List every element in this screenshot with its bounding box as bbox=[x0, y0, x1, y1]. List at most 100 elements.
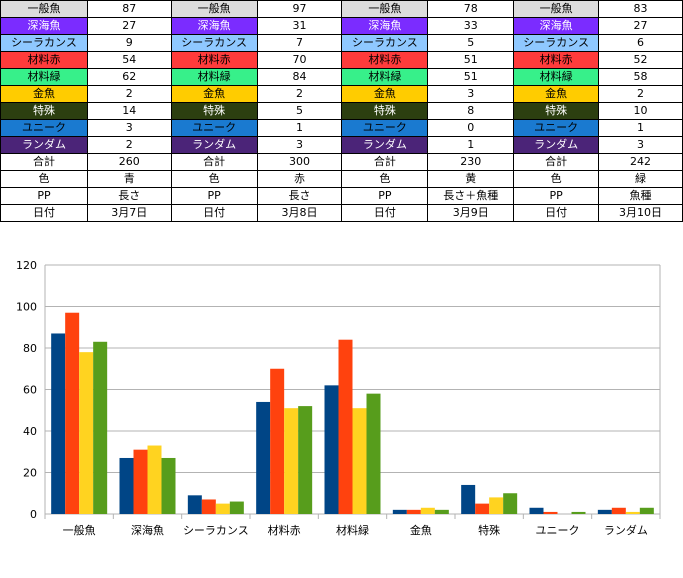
value-cell[interactable]: 5 bbox=[427, 34, 515, 52]
row-label-cell[interactable]: 金魚 bbox=[170, 85, 258, 103]
value-cell[interactable]: 51 bbox=[427, 68, 515, 86]
bar[interactable] bbox=[119, 457, 134, 514]
value-cell[interactable]: 黄 bbox=[427, 170, 515, 188]
value-cell[interactable]: 長さ＋魚種 bbox=[427, 187, 515, 205]
row-label-cell[interactable]: 一般魚 bbox=[341, 0, 429, 18]
value-cell[interactable]: 2 bbox=[598, 85, 683, 103]
value-cell[interactable]: 51 bbox=[427, 51, 515, 69]
value-cell[interactable]: 62 bbox=[86, 68, 172, 86]
value-cell[interactable]: 3 bbox=[86, 119, 172, 137]
bar[interactable] bbox=[529, 507, 544, 514]
value-cell[interactable]: 9 bbox=[86, 34, 172, 52]
bar[interactable] bbox=[611, 507, 626, 514]
value-cell[interactable]: 78 bbox=[427, 0, 515, 18]
value-cell[interactable]: 300 bbox=[256, 153, 343, 171]
value-cell[interactable]: 1 bbox=[427, 136, 515, 154]
value-cell[interactable]: 14 bbox=[86, 102, 172, 120]
bar[interactable] bbox=[352, 408, 367, 514]
row-label-cell[interactable]: 材料緑 bbox=[513, 68, 600, 86]
value-cell[interactable]: 1 bbox=[256, 119, 343, 137]
row-label-cell[interactable]: ユニーク bbox=[341, 119, 429, 137]
bar[interactable] bbox=[571, 511, 586, 514]
value-cell[interactable]: 70 bbox=[256, 51, 343, 69]
bar[interactable] bbox=[420, 507, 435, 514]
bar[interactable] bbox=[65, 312, 80, 514]
row-label-cell[interactable]: 合計 bbox=[170, 153, 258, 171]
row-label-cell[interactable]: 日付 bbox=[513, 204, 600, 222]
row-label-cell[interactable]: ランダム bbox=[0, 136, 88, 154]
bar[interactable] bbox=[79, 352, 94, 514]
row-label-cell[interactable]: 特殊 bbox=[341, 102, 429, 120]
value-cell[interactable]: 27 bbox=[598, 17, 683, 35]
row-label-cell[interactable]: 材料緑 bbox=[170, 68, 258, 86]
value-cell[interactable]: 1 bbox=[598, 119, 683, 137]
row-label-cell[interactable]: 金魚 bbox=[513, 85, 600, 103]
value-cell[interactable]: 260 bbox=[86, 153, 172, 171]
bar[interactable] bbox=[324, 385, 339, 514]
value-cell[interactable]: 緑 bbox=[598, 170, 683, 188]
value-cell[interactable]: 97 bbox=[256, 0, 343, 18]
row-label-cell[interactable]: 材料赤 bbox=[170, 51, 258, 69]
value-cell[interactable]: 3月7日 bbox=[86, 204, 172, 222]
value-cell[interactable]: 84 bbox=[256, 68, 343, 86]
row-label-cell[interactable]: 日付 bbox=[341, 204, 429, 222]
bar[interactable] bbox=[147, 445, 162, 514]
bar[interactable] bbox=[597, 509, 612, 514]
value-cell[interactable]: 0 bbox=[427, 119, 515, 137]
bar[interactable] bbox=[639, 507, 654, 514]
bar[interactable] bbox=[503, 493, 518, 514]
value-cell[interactable]: 27 bbox=[86, 17, 172, 35]
value-cell[interactable]: 2 bbox=[86, 136, 172, 154]
row-label-cell[interactable]: 日付 bbox=[170, 204, 258, 222]
row-label-cell[interactable]: 一般魚 bbox=[513, 0, 600, 18]
value-cell[interactable]: 3月8日 bbox=[256, 204, 343, 222]
row-label-cell[interactable]: 材料赤 bbox=[341, 51, 429, 69]
value-cell[interactable]: 長さ bbox=[256, 187, 343, 205]
bar[interactable] bbox=[187, 495, 202, 514]
bar[interactable] bbox=[475, 503, 490, 514]
row-label-cell[interactable]: 色 bbox=[170, 170, 258, 188]
row-label-cell[interactable]: 特殊 bbox=[513, 102, 600, 120]
row-label-cell[interactable]: 材料赤 bbox=[0, 51, 88, 69]
row-label-cell[interactable]: ユニーク bbox=[170, 119, 258, 137]
row-label-cell[interactable]: 材料緑 bbox=[0, 68, 88, 86]
value-cell[interactable]: 83 bbox=[598, 0, 683, 18]
bar[interactable] bbox=[93, 341, 108, 514]
row-label-cell[interactable]: 深海魚 bbox=[170, 17, 258, 35]
bar[interactable] bbox=[543, 511, 558, 514]
row-label-cell[interactable]: 深海魚 bbox=[341, 17, 429, 35]
value-cell[interactable]: 3 bbox=[598, 136, 683, 154]
value-cell[interactable]: 7 bbox=[256, 34, 343, 52]
bar[interactable] bbox=[298, 406, 313, 514]
row-label-cell[interactable]: ランダム bbox=[513, 136, 600, 154]
value-cell[interactable]: 赤 bbox=[256, 170, 343, 188]
bar[interactable] bbox=[215, 503, 230, 514]
row-label-cell[interactable]: 材料緑 bbox=[341, 68, 429, 86]
bar[interactable] bbox=[461, 484, 476, 514]
row-label-cell[interactable]: 合計 bbox=[513, 153, 600, 171]
bar[interactable] bbox=[338, 339, 353, 514]
row-label-cell[interactable]: 深海魚 bbox=[0, 17, 88, 35]
value-cell[interactable]: 31 bbox=[256, 17, 343, 35]
bar[interactable] bbox=[270, 368, 285, 514]
value-cell[interactable]: 3 bbox=[256, 136, 343, 154]
row-label-cell[interactable]: 材料赤 bbox=[513, 51, 600, 69]
row-label-cell[interactable]: 特殊 bbox=[0, 102, 88, 120]
value-cell[interactable]: 3月9日 bbox=[427, 204, 515, 222]
value-cell[interactable]: 8 bbox=[427, 102, 515, 120]
row-label-cell[interactable]: 合計 bbox=[341, 153, 429, 171]
bar[interactable] bbox=[284, 408, 299, 514]
row-label-cell[interactable]: シーラカンス bbox=[341, 34, 429, 52]
row-label-cell[interactable]: 色 bbox=[513, 170, 600, 188]
bar[interactable] bbox=[256, 401, 271, 514]
value-cell[interactable]: 242 bbox=[598, 153, 683, 171]
row-label-cell[interactable]: 色 bbox=[0, 170, 88, 188]
value-cell[interactable]: 魚種 bbox=[598, 187, 683, 205]
row-label-cell[interactable]: 金魚 bbox=[0, 85, 88, 103]
value-cell[interactable]: 230 bbox=[427, 153, 515, 171]
row-label-cell[interactable]: シーラカンス bbox=[513, 34, 600, 52]
value-cell[interactable]: 52 bbox=[598, 51, 683, 69]
value-cell[interactable]: 54 bbox=[86, 51, 172, 69]
value-cell[interactable]: 2 bbox=[256, 85, 343, 103]
row-label-cell[interactable]: ユニーク bbox=[513, 119, 600, 137]
